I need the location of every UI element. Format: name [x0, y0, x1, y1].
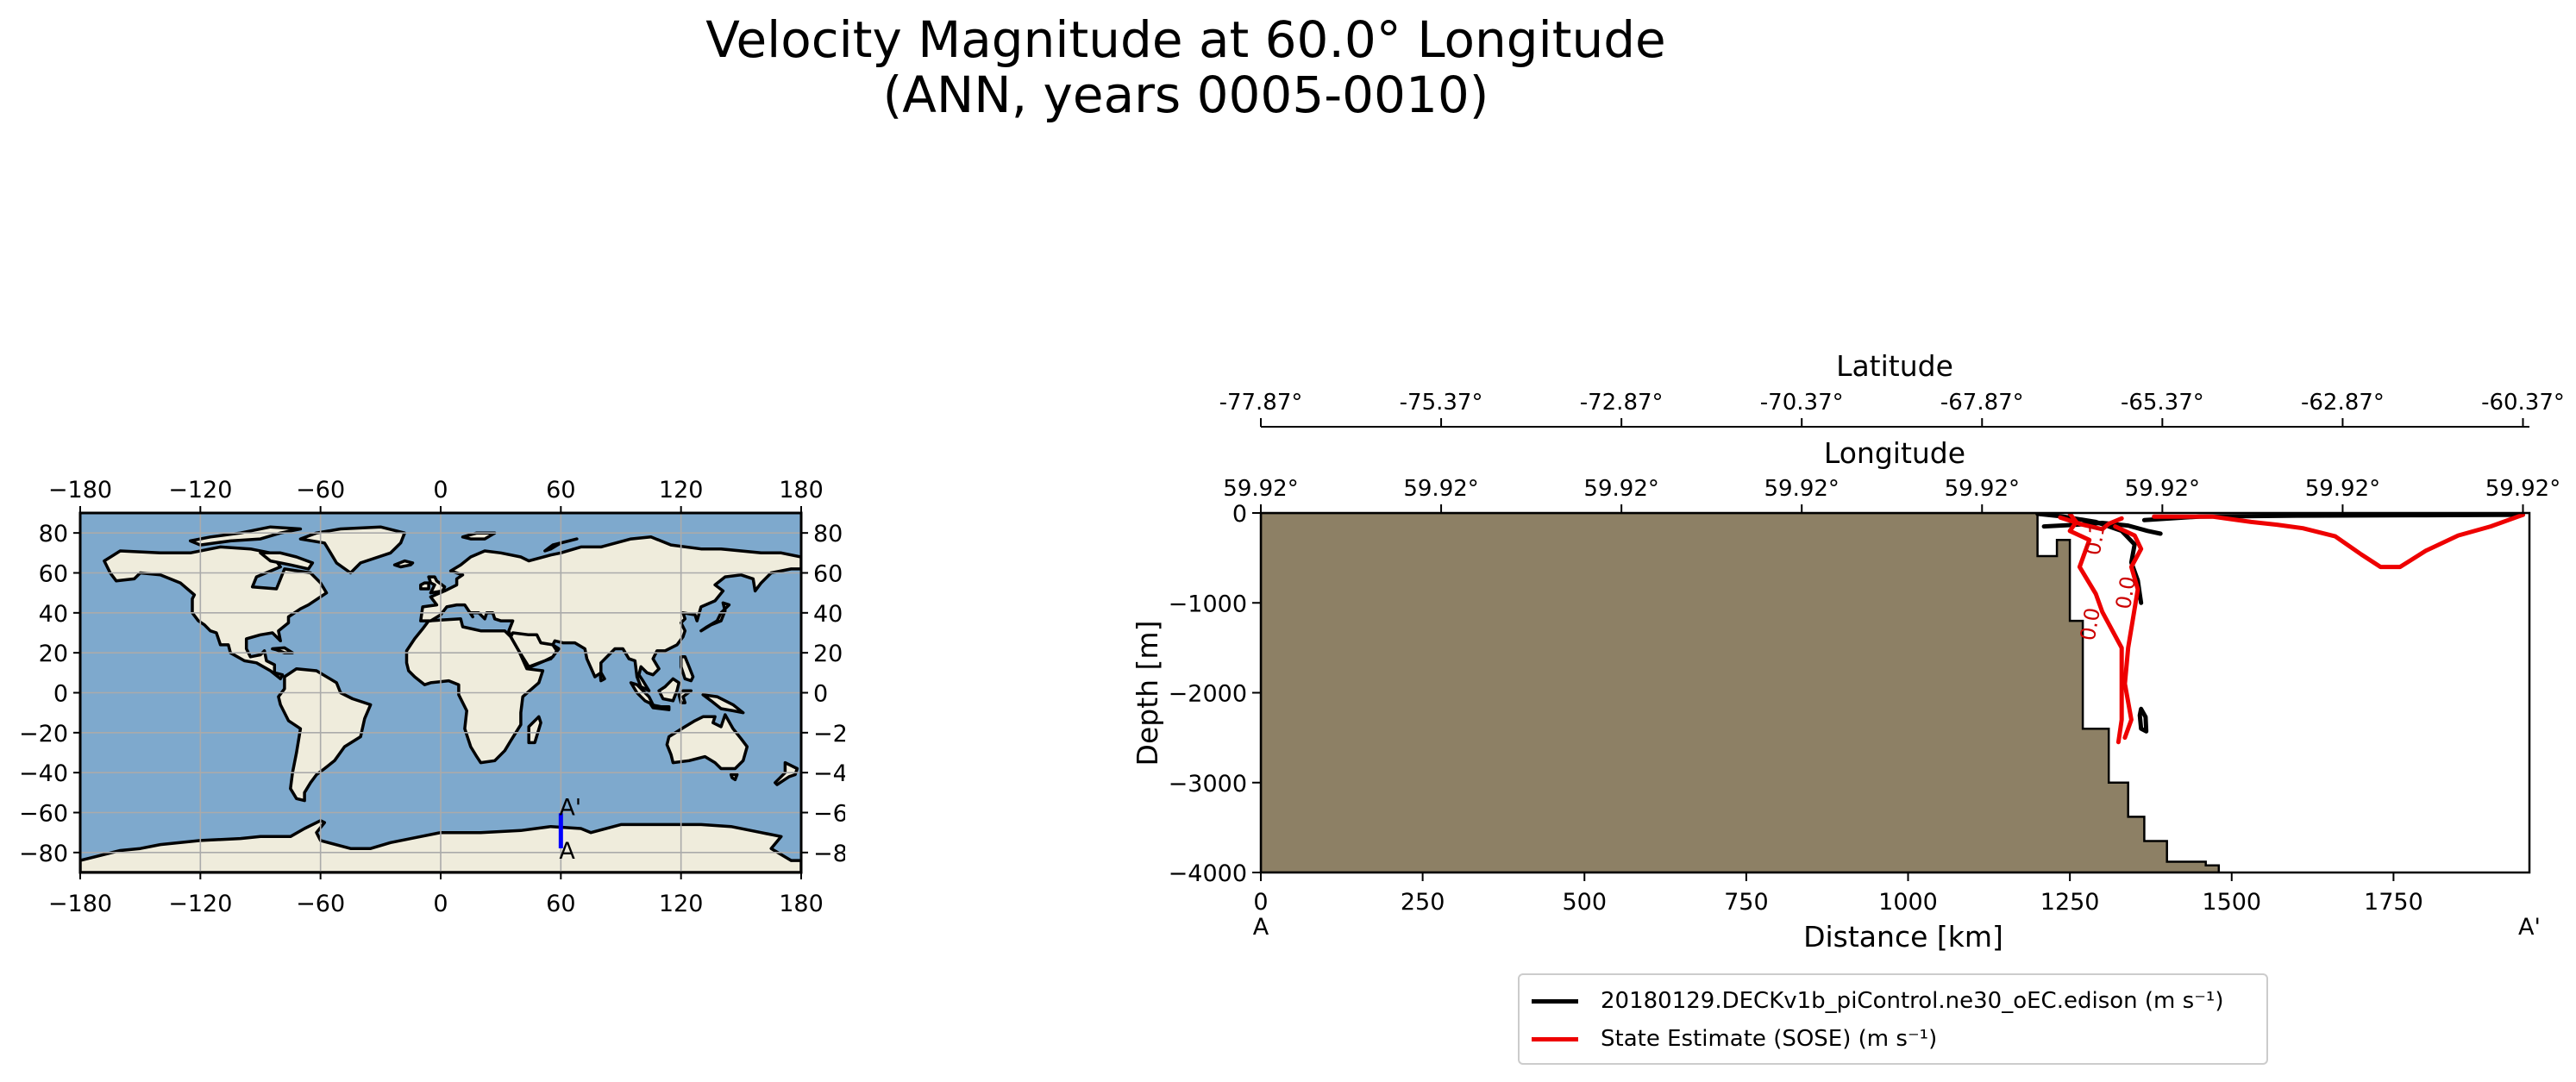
- ireland-landmass: [421, 583, 429, 589]
- longitude-tick-label: 59.92°: [2125, 476, 2200, 502]
- map-right-tick-label: 0: [813, 681, 828, 708]
- latitude-tick-label: -62.87°: [2301, 390, 2385, 416]
- map-top-tick-label: −120: [168, 477, 232, 503]
- map-top-tick-label: −60: [296, 477, 345, 503]
- title-line-2: (ANN, years 0005-0010): [0, 67, 2372, 122]
- map-right-tick-label: −20: [813, 721, 845, 747]
- map-left-tick-label: 80: [39, 521, 68, 547]
- x-tick-label: 750: [1724, 889, 1769, 916]
- section-start-label: A: [1253, 914, 1269, 941]
- longitude-tick-label: 59.92°: [2485, 476, 2560, 502]
- map-bottom-tick-label: −180: [48, 891, 112, 917]
- map-right-tick-label: 20: [813, 641, 843, 667]
- legend-entry-sose: State Estimate (SOSE) (m s⁻¹): [1532, 1020, 1937, 1058]
- map-left-tick-label: −80: [19, 841, 68, 867]
- longitude-tick-label: 59.92°: [1223, 476, 1298, 502]
- latitude-tick-label: -70.37°: [1760, 390, 1844, 416]
- map-top-tick-label: 180: [779, 477, 824, 503]
- longitude-axis-label: Longitude: [1824, 436, 1965, 470]
- map-right-tick-label: 80: [813, 521, 843, 547]
- y-tick-label: −4000: [1169, 860, 1247, 887]
- latitude-tick-label: -75.37°: [1400, 390, 1483, 416]
- map-left-tick-label: −20: [19, 721, 68, 747]
- latitude-tick-label: -77.87°: [1219, 390, 1303, 416]
- map-right-tick-label: −80: [813, 841, 845, 867]
- latitude-tick-label: -72.87°: [1580, 390, 1664, 416]
- map-top-tick-label: 60: [546, 477, 575, 503]
- map-left-tick-label: 60: [39, 561, 68, 588]
- map-bottom-tick-label: 60: [546, 891, 575, 917]
- y-tick-label: −2000: [1169, 681, 1247, 708]
- map-left-tick-label: 0: [53, 681, 68, 708]
- x-tick-label: 1750: [2364, 889, 2423, 916]
- map-left-tick-label: −60: [19, 801, 68, 828]
- y-axis-label: Depth [m]: [1131, 621, 1164, 766]
- map-bottom-tick-label: 120: [659, 891, 704, 917]
- tasmania-landmass: [731, 775, 737, 780]
- map-bottom-tick-label: 0: [433, 891, 448, 917]
- map-top-tick-label: 120: [659, 477, 704, 503]
- map-right-tick-label: 60: [813, 561, 843, 588]
- section-end-label: A': [2518, 914, 2541, 941]
- y-tick-label: −3000: [1169, 771, 1247, 797]
- transect-label-end: A': [559, 794, 581, 821]
- map-bottom-tick-label: 180: [779, 891, 824, 917]
- x-axis-label: Distance [km]: [1803, 920, 2003, 954]
- latitude-axis-label: Latitude: [1836, 349, 1953, 383]
- section-plot: Latitude Longitude Depth [m] Distance [k…: [1113, 345, 2576, 966]
- title-line-1: Velocity Magnitude at 60.0° Longitude: [0, 12, 2372, 67]
- latitude-tick-label: -60.37°: [2481, 390, 2565, 416]
- legend-units-model: (m s⁻¹): [2145, 988, 2224, 1014]
- longitude-tick-label: 59.92°: [1583, 476, 1658, 502]
- map-top-tick-label: −180: [48, 477, 112, 503]
- x-tick-label: 250: [1401, 889, 1445, 916]
- x-tick-label: 0: [1253, 889, 1268, 916]
- latitude-tick-label: -65.37°: [2121, 390, 2204, 416]
- figure-title: Velocity Magnitude at 60.0° Longitude (A…: [0, 12, 2372, 122]
- map-left-tick-label: 20: [39, 641, 68, 667]
- x-tick-label: 500: [1562, 889, 1607, 916]
- x-tick-label: 1500: [2202, 889, 2261, 916]
- location-map: A A' −180 −180 −120 −120 −60 −60 0 0 60 60 120 120 18…: [0, 466, 845, 948]
- y-tick-label: 0: [1232, 501, 1247, 528]
- map-right-tick-label: −60: [813, 801, 845, 828]
- longitude-tick-label: 59.92°: [2305, 476, 2380, 502]
- x-tick-label: 1250: [2040, 889, 2100, 916]
- longitude-tick-label: 59.92°: [1764, 476, 1839, 502]
- map-top-tick-label: 0: [433, 477, 448, 503]
- transect-label-start: A: [559, 838, 575, 865]
- map-right-tick-label: 40: [813, 601, 843, 628]
- legend-label-sose: State Estimate (SOSE): [1601, 1026, 1851, 1052]
- map-left-tick-label: 40: [39, 601, 68, 628]
- latitude-tick-label: -67.87°: [1940, 390, 2024, 416]
- legend: 20180129.DECKv1b_piControl.ne30_oEC.edis…: [1518, 973, 2268, 1065]
- legend-swatch-sose: [1532, 1037, 1578, 1041]
- java-landmass: [651, 704, 669, 710]
- legend-entry-model: 20180129.DECKv1b_piControl.ne30_oEC.edis…: [1532, 982, 2223, 1020]
- map-left-tick-label: −40: [19, 760, 68, 787]
- legend-swatch-model: [1532, 999, 1578, 1004]
- legend-units-sose: (m s⁻¹): [1858, 1026, 1938, 1052]
- longitude-tick-label: 59.92°: [1403, 476, 1478, 502]
- map-bottom-tick-label: −60: [296, 891, 345, 917]
- y-tick-label: −1000: [1169, 591, 1247, 617]
- map-bottom-tick-label: −120: [168, 891, 232, 917]
- longitude-tick-label: 59.92°: [1945, 476, 2020, 502]
- map-right-tick-label: −40: [813, 760, 845, 787]
- x-tick-label: 1000: [1878, 889, 1938, 916]
- legend-label-model: 20180129.DECKv1b_piControl.ne30_oEC.edis…: [1601, 988, 2138, 1014]
